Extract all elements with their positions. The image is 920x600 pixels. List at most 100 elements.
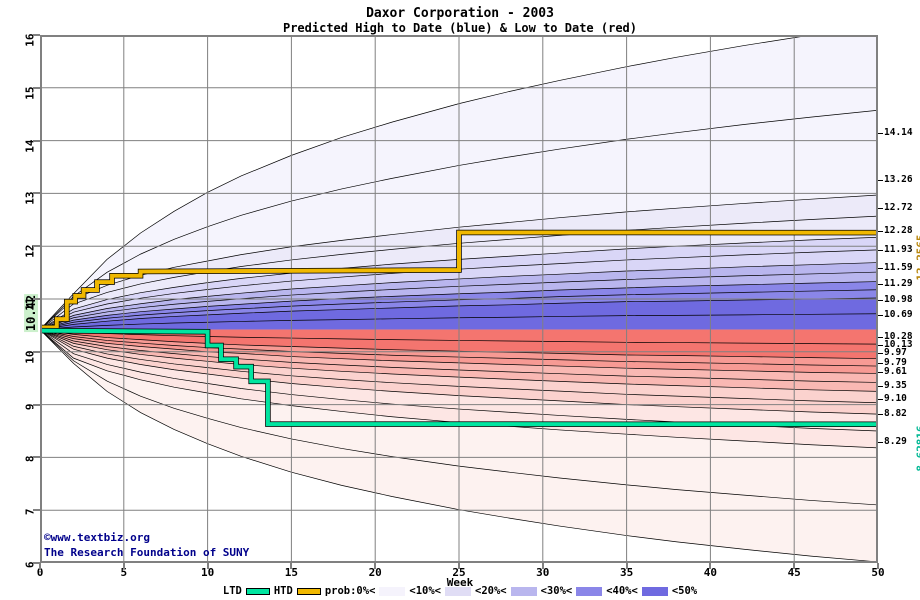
right-price-label-9: 10.28 [884, 331, 913, 343]
right-price-label-6: 11.29 [884, 277, 913, 289]
blue-contour-0a [40, 313, 878, 330]
y-tick-label-7: 7 [23, 508, 37, 516]
y-tick-mark-11 [33, 298, 40, 300]
right-price-label-8: 10.69 [884, 309, 913, 321]
blue-contour-1a [40, 289, 878, 330]
y-tick-mark-16 [33, 34, 40, 36]
x-tick-mark-35 [625, 563, 628, 569]
right-price-label-15: 9.10 [884, 393, 907, 405]
right-tick-mark-3 [877, 231, 883, 233]
red-contour-1b [40, 329, 878, 374]
right-tick-mark-15 [877, 399, 883, 401]
y-tick-label-15: 15 [23, 86, 37, 100]
y-tick-label-8: 8 [23, 455, 37, 463]
x-tick-mark-50 [877, 563, 879, 569]
y-tick-mark-12 [33, 245, 40, 248]
legend-prob-item-4: <50% [671, 585, 698, 597]
chart-legend: LTD HTD prob:0%< <10%< <20%< <30%< <40%< <50% [0, 585, 920, 597]
legend-prob-swatch-0 [379, 586, 406, 596]
right-tick-mark-6 [877, 283, 883, 285]
y-tick-mark-13 [33, 192, 40, 195]
blue-contour-2b [40, 262, 878, 330]
y-tick-label-9: 9 [23, 403, 37, 410]
x-tick-label-20: 20 [368, 566, 382, 579]
right-price-label-7: 10.98 [884, 294, 913, 306]
blue-contour-5a [40, 109, 878, 330]
x-tick-label-35: 35 [619, 566, 634, 579]
x-tick-label-25: 25 [452, 566, 466, 579]
legend-prob-item-2: <30%< [540, 585, 573, 597]
right-tick-mark-14 [877, 386, 883, 388]
right-tick-mark-13 [877, 372, 883, 374]
right-tick-mark-2 [877, 208, 883, 210]
right-tick-mark-17 [877, 442, 883, 444]
legend-prob-swatch-4 [641, 586, 668, 596]
right-tick-mark-0 [877, 133, 883, 135]
legend-prob-swatch-1 [445, 586, 471, 596]
right-tick-mark-8 [877, 315, 883, 317]
x-tick-mark-20 [374, 563, 377, 569]
x-tick-label-15: 15 [284, 566, 299, 579]
chart-canvas [40, 35, 878, 563]
right-price-label-4: 11.93 [884, 243, 913, 255]
right-price-label-13: 9.61 [884, 366, 907, 378]
blue-contour-0b [40, 297, 878, 330]
right-tick-mark-11 [877, 353, 883, 355]
legend-prob-item-1: <20%< [475, 585, 507, 597]
right-tick-mark-10 [877, 344, 883, 346]
x-tick-mark-15 [290, 563, 293, 569]
right-tick-mark-16 [877, 414, 883, 416]
red-contour-5b [40, 329, 878, 563]
red-contour-3a [40, 329, 878, 404]
red-contour-2a [40, 329, 878, 383]
red-contour-3b [40, 329, 878, 415]
blue-contour-3b [40, 236, 878, 330]
legend-prob-label: prob:0%< [324, 585, 376, 597]
y-tick-label-13: 13 [23, 191, 37, 206]
x-tick-label-5: 5 [120, 566, 128, 579]
x-tick-mark-10 [206, 563, 209, 569]
x-tick-mark-30 [541, 563, 544, 569]
y-tick-mark-15 [33, 86, 40, 89]
right-price-label-10: 10.13 [884, 338, 913, 350]
right-price-label-3: 12.28 [884, 225, 913, 237]
right-price-label-14: 9.35 [884, 380, 907, 392]
legend-prob-swatch-3 [576, 586, 603, 596]
right-price-label-17: 8.29 [884, 436, 907, 448]
y-tick-mark-14 [33, 139, 40, 142]
x-tick-mark-45 [793, 563, 796, 569]
right-tick-mark-5 [877, 267, 883, 269]
htd-line [40, 230, 878, 330]
legend-prob-item-0: <10%< [409, 585, 441, 597]
red-contour-0b [40, 329, 878, 360]
ltd-final-value-label: 8.62816 [914, 425, 920, 472]
chart-subtitle: Predicted High to Date (blue) & Low to D… [282, 21, 637, 35]
right-price-label-2: 12.72 [884, 202, 913, 214]
chart-title: Daxor Corporation - 2003 [366, 6, 554, 21]
right-tick-mark-12 [877, 362, 883, 364]
y-tick-label-10: 10 [23, 350, 37, 364]
red-contour-4b [40, 329, 878, 449]
x-tick-label-10: 10 [200, 566, 215, 579]
red-contour-5a [40, 329, 878, 506]
red-contour-2b [40, 329, 878, 392]
right-tick-mark-9 [877, 337, 883, 339]
legend-prob-item-3: <40%< [606, 585, 638, 597]
x-tick-label-30: 30 [536, 566, 550, 579]
y-tick-mark-9 [33, 403, 40, 406]
right-price-label-11: 9.97 [884, 347, 907, 359]
x-tick-label-40: 40 [703, 566, 718, 579]
blue-contour-2a [40, 271, 878, 330]
blue-contour-4a [40, 215, 878, 330]
x-tick-mark-0 [39, 563, 41, 569]
x-tick-label-45: 45 [787, 566, 801, 579]
credit-organization: The Research Foundation of SUNY [44, 546, 250, 559]
blue-contour-5b [40, 35, 814, 330]
x-axis-title: Week [446, 576, 474, 589]
x-tick-label-0: 0 [36, 566, 44, 579]
y-tick-mark-8 [33, 456, 40, 459]
blue-contour-1b [40, 281, 878, 330]
y-tick-label-16: 16 [23, 33, 37, 47]
y-tick-mark-6 [33, 562, 40, 564]
